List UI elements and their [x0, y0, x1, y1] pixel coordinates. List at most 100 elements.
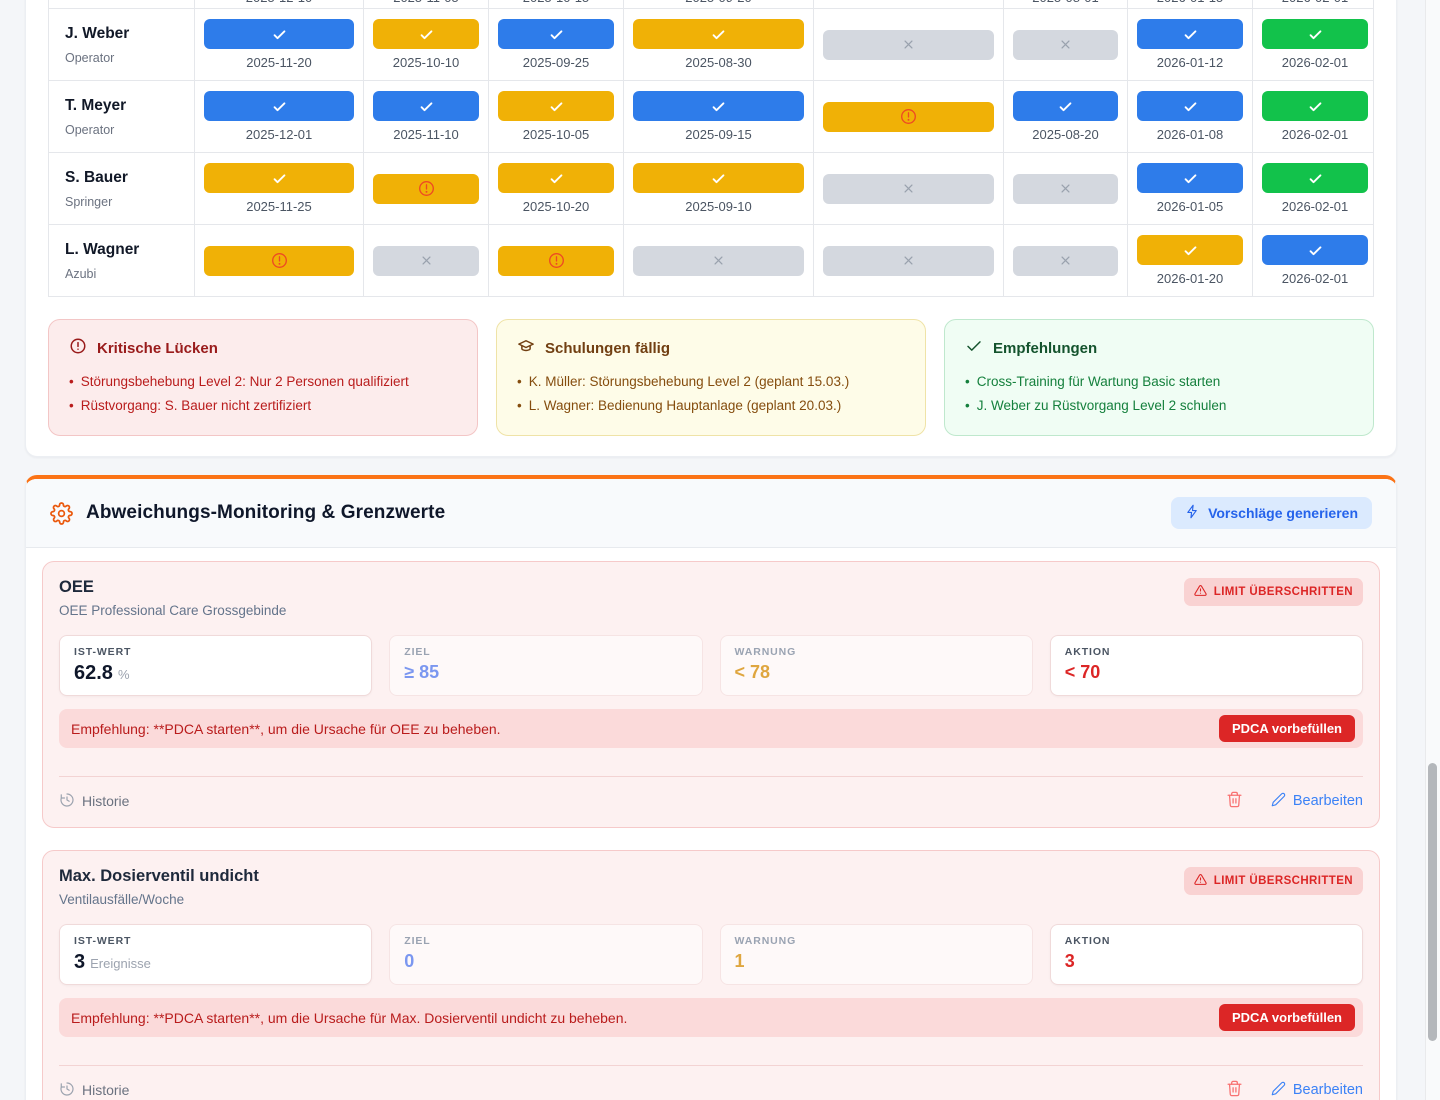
graduation-cap-icon	[517, 337, 535, 360]
qualification-check-button[interactable]	[373, 91, 479, 121]
matrix-row: T. Meyer Operator 2025-12-01 2025-11-10 2025…	[49, 81, 1373, 153]
qualification-check-button[interactable]	[1262, 19, 1368, 49]
stat-grid: IST-WERT 62.8% ZIEL ≥ 85 WARNUNG < 78 AKTION < …	[59, 635, 1363, 696]
matrix-cell: 2026-01-08	[1127, 81, 1252, 152]
qualification-check-button[interactable]	[204, 163, 354, 193]
stat-value: ≥ 85	[404, 662, 687, 683]
pdca-prefill-button[interactable]: PDCA vorbefüllen	[1218, 715, 1355, 742]
matrix-cell	[813, 9, 1003, 80]
qualification-matrix: 2025-12-10 2025-11-05 2025-10-15 2025-09-20…	[48, 0, 1374, 297]
deviation-monitoring-section: Abweichungs-Monitoring & Grenzwerte Vors…	[25, 475, 1397, 1100]
valid-until-date: 2026-02-01	[1281, 271, 1349, 286]
qualification-check-button[interactable]	[373, 19, 479, 49]
stat-value: < 78	[735, 662, 1018, 683]
delete-button[interactable]	[1226, 1080, 1243, 1100]
stat-actual: IST-WERT 62.8%	[59, 635, 373, 696]
stat-value: 3	[1065, 951, 1348, 972]
warning-triangle-icon	[1194, 873, 1207, 889]
matrix-cell: 2025-11-25	[194, 153, 363, 224]
list-item: Cross-Training für Wartung Basic starten	[965, 370, 1353, 394]
qualification-check-button[interactable]	[498, 91, 614, 121]
qualification-check-button[interactable]	[1137, 19, 1243, 49]
employee-role: Operator	[65, 122, 115, 137]
stat-value: < 70	[1065, 662, 1348, 683]
qualification-missing-button[interactable]	[1013, 173, 1118, 204]
qualification-warning-button[interactable]	[498, 245, 614, 276]
qualification-warning-button[interactable]	[373, 173, 479, 204]
gear-icon	[50, 501, 73, 525]
valid-until-date: 2025-11-25	[246, 199, 312, 214]
employee-cell: S. Bauer Springer	[49, 153, 194, 224]
recommendation-bar: Empfehlung: **PDCA starten**, um die Urs…	[59, 998, 1363, 1037]
valid-until-date: 2025-12-01	[245, 127, 313, 142]
qualification-check-button[interactable]	[1262, 91, 1368, 121]
generate-suggestions-label: Vorschläge generieren	[1208, 505, 1358, 521]
qualification-check-button[interactable]	[633, 19, 804, 49]
matrix-cell	[813, 153, 1003, 224]
matrix-row: S. Bauer Springer 2025-11-25 2025-10-20 2025…	[49, 153, 1373, 225]
badge-label: LIMIT ÜBERSCHRITTEN	[1213, 875, 1353, 887]
qualification-check-button[interactable]	[498, 19, 614, 49]
pencil-icon	[1271, 1081, 1286, 1100]
matrix-row-partial: 2025-12-10 2025-11-05 2025-10-15 2025-09-20…	[49, 0, 1373, 9]
qualification-warning-button[interactable]	[823, 101, 994, 132]
stat-label: ZIEL	[404, 646, 431, 658]
footer-actions: Bearbeiten	[1226, 791, 1363, 811]
qualification-missing-button[interactable]	[633, 245, 804, 276]
edit-button[interactable]: Bearbeiten	[1271, 792, 1363, 811]
qualification-warning-button[interactable]	[204, 245, 354, 276]
matrix-cell: 2026-02-01	[1252, 9, 1377, 80]
stat-number: ≥ 85	[404, 662, 440, 682]
history-button[interactable]: Historie	[59, 792, 129, 811]
qualification-check-button[interactable]	[633, 91, 804, 121]
valid-until-date: 2026-01-12	[1156, 55, 1224, 70]
valid-until-date: 2025-09-20	[685, 0, 752, 6]
generate-suggestions-button[interactable]: Vorschläge generieren	[1171, 497, 1372, 529]
qualification-check-button[interactable]	[1137, 163, 1243, 193]
qualification-check-button[interactable]	[204, 91, 354, 121]
qualification-check-button[interactable]	[498, 163, 614, 193]
matrix-cell: 2026-01-12	[1127, 9, 1252, 80]
qualification-check-button[interactable]	[1262, 163, 1368, 193]
scrollbar[interactable]	[1425, 0, 1440, 1100]
list-item: Rüstvorgang: S. Bauer nicht zertifiziert	[69, 394, 457, 418]
valid-until-date: 2026-02-01	[1281, 127, 1349, 142]
footer-actions: Bearbeiten	[1226, 1080, 1363, 1100]
stat-warning: WARNUNG < 78	[719, 635, 1033, 696]
qualification-check-button[interactable]	[1262, 235, 1368, 265]
metric-titles: OEE OEE Professional Care Grossgebinde	[59, 578, 286, 618]
matrix-cell	[813, 0, 1003, 8]
metric-header: OEE OEE Professional Care Grossgebinde LIM…	[59, 578, 1363, 618]
stat-unit: Ereignisse	[90, 956, 151, 971]
qualification-missing-button[interactable]	[823, 245, 994, 276]
qualification-check-button[interactable]	[204, 19, 354, 49]
matrix-cell	[194, 225, 363, 296]
qualification-missing-button[interactable]	[1013, 29, 1118, 60]
stat-number: < 78	[734, 662, 771, 682]
metric-titles: Max. Dosierventil undicht Ventilausfälle/…	[59, 867, 259, 907]
qualification-check-button[interactable]	[1013, 91, 1118, 121]
valid-until-date: 2025-10-05	[522, 127, 590, 142]
scrollbar-thumb[interactable]	[1428, 763, 1437, 1041]
matrix-cell: 2026-02-01	[1252, 153, 1377, 224]
delete-button[interactable]	[1226, 791, 1243, 811]
history-button[interactable]: Historie	[59, 1081, 129, 1100]
qualification-missing-button[interactable]	[823, 173, 994, 204]
qualification-missing-button[interactable]	[373, 245, 479, 276]
qualification-check-button[interactable]	[633, 163, 804, 193]
qualification-check-button[interactable]	[1137, 235, 1243, 265]
valid-until-date: 2025-11-10	[393, 127, 459, 142]
matrix-cell: 2026-02-01	[1252, 81, 1377, 152]
edit-button[interactable]: Bearbeiten	[1271, 1081, 1363, 1100]
employee-cell: L. Wagner Azubi	[49, 225, 194, 296]
stat-value: 0	[404, 951, 687, 972]
metric-card: OEE OEE Professional Care Grossgebinde LIM…	[42, 561, 1380, 828]
pdca-prefill-button[interactable]: PDCA vorbefüllen	[1218, 1004, 1355, 1031]
qualification-check-button[interactable]	[1137, 91, 1243, 121]
qualification-missing-button[interactable]	[823, 29, 994, 60]
valid-until-date: 2025-09-10	[685, 199, 752, 214]
matrix-cell: 2025-09-10	[623, 153, 813, 224]
qualification-missing-button[interactable]	[1013, 245, 1118, 276]
